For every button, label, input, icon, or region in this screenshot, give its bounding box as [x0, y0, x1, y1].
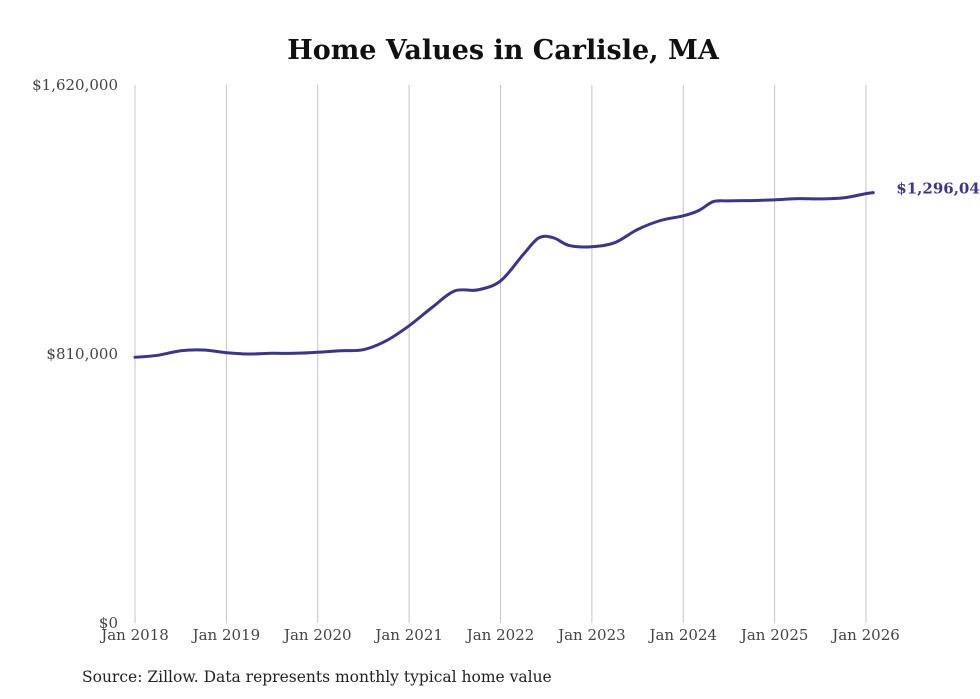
data-point [712, 200, 715, 203]
data-point [773, 198, 776, 202]
x-tick-label: Jan 2023 [556, 626, 626, 644]
data-point [476, 288, 479, 292]
data-point [819, 197, 822, 201]
data-point [225, 351, 228, 354]
y-tick-label: $1,620,000 [32, 76, 118, 94]
x-tick-label: Jan 2024 [647, 626, 717, 644]
data-point [522, 253, 525, 256]
x-tick-label: Jan 2022 [465, 626, 535, 644]
x-tick-label: Jan 2026 [830, 626, 900, 644]
data-point [864, 192, 868, 195]
data-point [552, 236, 555, 239]
data-point [613, 241, 616, 244]
data-point [636, 228, 639, 231]
y-tick-label: $0 [99, 614, 118, 632]
data-point [385, 339, 388, 342]
data-point [727, 199, 731, 203]
data-point [750, 199, 753, 202]
data-point [590, 245, 594, 248]
x-tick-label: Jan 2019 [191, 626, 261, 644]
x-tick-label: Jan 2025 [739, 626, 809, 644]
data-point [179, 349, 182, 352]
data-point [697, 209, 700, 212]
data-point [567, 244, 571, 247]
y-tick-label: $810,000 [46, 345, 118, 363]
series-line [133, 191, 875, 359]
data-point [202, 348, 205, 352]
data-point [407, 324, 411, 327]
chart-source-note: Source: Zillow. Data represents monthly … [82, 668, 552, 686]
data-point [842, 196, 845, 200]
data-point [270, 352, 274, 355]
data-point [339, 349, 342, 352]
gridlines [134, 85, 867, 623]
x-tick-label: Jan 2020 [282, 626, 352, 644]
data-point [316, 351, 319, 354]
data-point [293, 352, 297, 355]
data-point [453, 289, 456, 293]
data-point [682, 214, 685, 217]
data-point [156, 354, 159, 357]
data-point [796, 197, 799, 200]
x-tick-label: Jan 2021 [373, 626, 443, 644]
end-value-label: $1,296,045 [896, 180, 980, 198]
data-point [659, 219, 662, 222]
series-group: $1,296,045 [133, 180, 980, 359]
x-axis: Jan 2018 Jan 2019 Jan 2020 Jan 2021 Jan 2022… [99, 626, 900, 644]
data-point [248, 352, 251, 356]
data-point [537, 236, 541, 239]
x-tick-label: Jan 2018 [99, 626, 169, 644]
data-point [430, 306, 434, 309]
data-point [133, 356, 137, 359]
data-point [499, 279, 502, 283]
y-axis: $0 $810,000 $1,620,000 [32, 76, 118, 632]
data-point [362, 348, 365, 351]
chart-title: Home Values in Carlisle, MA [287, 35, 720, 66]
data-point [872, 191, 875, 194]
